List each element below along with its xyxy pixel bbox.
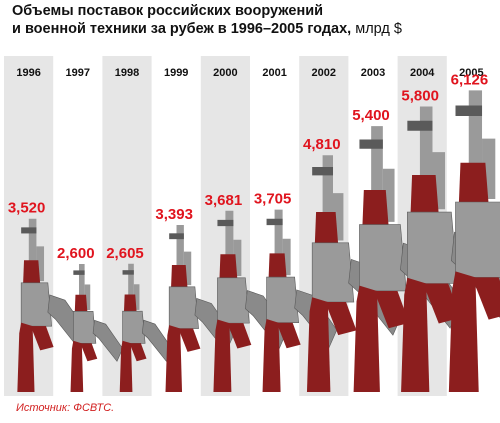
rifle-receiver (359, 224, 407, 292)
rifle-stock (353, 285, 380, 392)
rifle-stock (17, 322, 35, 392)
rifle-handguard (123, 294, 137, 313)
rifle-receiver (122, 310, 146, 344)
value-label: 5,400 (352, 107, 390, 124)
year-label: 2002 (312, 67, 336, 79)
value-label: 3,520 (8, 200, 46, 217)
rifle-stock (165, 325, 183, 392)
title-line-1: Объемы поставок российских вооружений (12, 3, 324, 19)
rifle-bar (119, 263, 173, 392)
rifle-grip (129, 343, 147, 362)
rifle-front-sight (122, 270, 134, 275)
rifle-grip (80, 343, 98, 362)
title-line-2: и военной техники за рубеж в 1996–2005 г… (12, 20, 492, 38)
rifle-grip (178, 328, 201, 352)
rifle-front-sight (312, 167, 334, 176)
year-label: 2004 (410, 67, 435, 79)
rifle-grip (276, 322, 301, 349)
rifle-front-sight (266, 218, 283, 226)
year-label: 2000 (213, 67, 237, 79)
rifle-receiver (407, 211, 458, 284)
value-label: 4,810 (303, 136, 341, 153)
rifle-handguard (458, 162, 489, 206)
rifle-grip (423, 283, 461, 324)
rifle-receiver (311, 242, 355, 303)
year-label: 2003 (361, 67, 385, 79)
value-label: 3,681 (205, 192, 243, 209)
rifle-grip (30, 326, 54, 351)
rifle-stock (401, 277, 430, 392)
rifle-stock (119, 340, 133, 392)
rifle-bar (448, 90, 500, 392)
year-label: 2005 (459, 67, 483, 79)
rifle-front-sight (21, 227, 37, 234)
rifle-stock (213, 319, 232, 392)
rifle-stock (306, 297, 331, 392)
rifle-front-sight (73, 270, 85, 275)
rifle-handguard (314, 212, 339, 246)
rifle-grip (325, 302, 357, 336)
rifle-front-sight (217, 219, 234, 227)
rifle-stock (448, 271, 479, 392)
rifle-magazine (141, 319, 173, 362)
title-line-2-text: и военной техники за рубеж в 1996–2005 г… (12, 21, 352, 37)
source-note: Источник: ФСВТС. (16, 402, 115, 414)
value-label: 2,605 (106, 245, 144, 262)
rifle-front-sight (359, 139, 383, 149)
rifle-stock (262, 319, 281, 392)
rifle-receiver (217, 277, 250, 324)
rifle-receiver (455, 201, 500, 278)
rifle-handguard (74, 294, 88, 313)
rifle-bar (401, 106, 500, 392)
rifle-front-sight (455, 105, 483, 117)
rifle-front-sight (169, 233, 184, 240)
rifle-bar (70, 264, 123, 392)
value-label: 3,393 (155, 206, 193, 223)
year-label: 2001 (262, 67, 286, 79)
rifle-receiver (20, 282, 52, 327)
rifle-grip (472, 277, 500, 320)
rifle-stock (70, 340, 84, 392)
year-label: 1999 (164, 67, 188, 79)
rifle-handguard (362, 189, 389, 228)
rifle-handguard (268, 253, 287, 279)
chart-title: Объемы поставок российских вооружений и … (12, 2, 492, 38)
rifle-handguard (23, 260, 41, 285)
rifle-front-sight (407, 120, 433, 131)
value-label: 6,126 (451, 71, 489, 88)
year-label: 1998 (115, 67, 139, 79)
value-label: 2,600 (57, 245, 95, 262)
rifle-receiver (73, 311, 97, 344)
rifle-handguard (219, 254, 238, 280)
rifle-magazine (92, 319, 123, 362)
year-label: 1996 (16, 67, 40, 79)
year-label: 1997 (66, 67, 90, 79)
rifle-grip (227, 323, 252, 349)
rifle-handguard (410, 174, 439, 215)
rifle-grip (374, 290, 410, 329)
rifle-receiver (168, 286, 199, 329)
unit-label: млрд $ (355, 21, 402, 37)
rifle-handguard (171, 265, 188, 289)
value-label: 5,800 (401, 87, 439, 104)
rifle-receiver (266, 276, 299, 323)
value-label: 3,705 (254, 191, 292, 208)
